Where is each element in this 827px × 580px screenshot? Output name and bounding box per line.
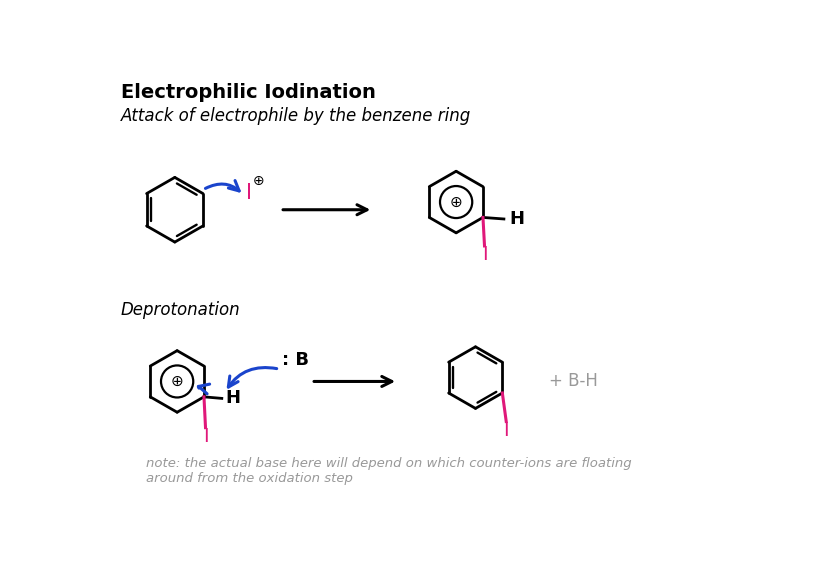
Text: Deprotonation: Deprotonation [121,300,240,318]
Text: note: the actual base here will depend on which counter-ions are floating
around: note: the actual base here will depend o… [146,457,631,485]
Text: Attack of electrophile by the benzene ring: Attack of electrophile by the benzene ri… [121,107,471,125]
Text: : B: : B [281,351,308,369]
Text: ⊕: ⊕ [170,374,184,389]
Text: + B-H: + B-H [548,372,597,390]
Text: I: I [203,427,208,447]
Text: Electrophilic Iodination: Electrophilic Iodination [121,84,375,103]
Text: H: H [509,210,523,228]
Text: ⊕: ⊕ [252,173,264,187]
Text: H: H [225,389,240,407]
Text: I: I [246,183,252,203]
Text: I: I [481,245,487,264]
Text: I: I [503,421,509,440]
Text: ⊕: ⊕ [449,194,462,209]
